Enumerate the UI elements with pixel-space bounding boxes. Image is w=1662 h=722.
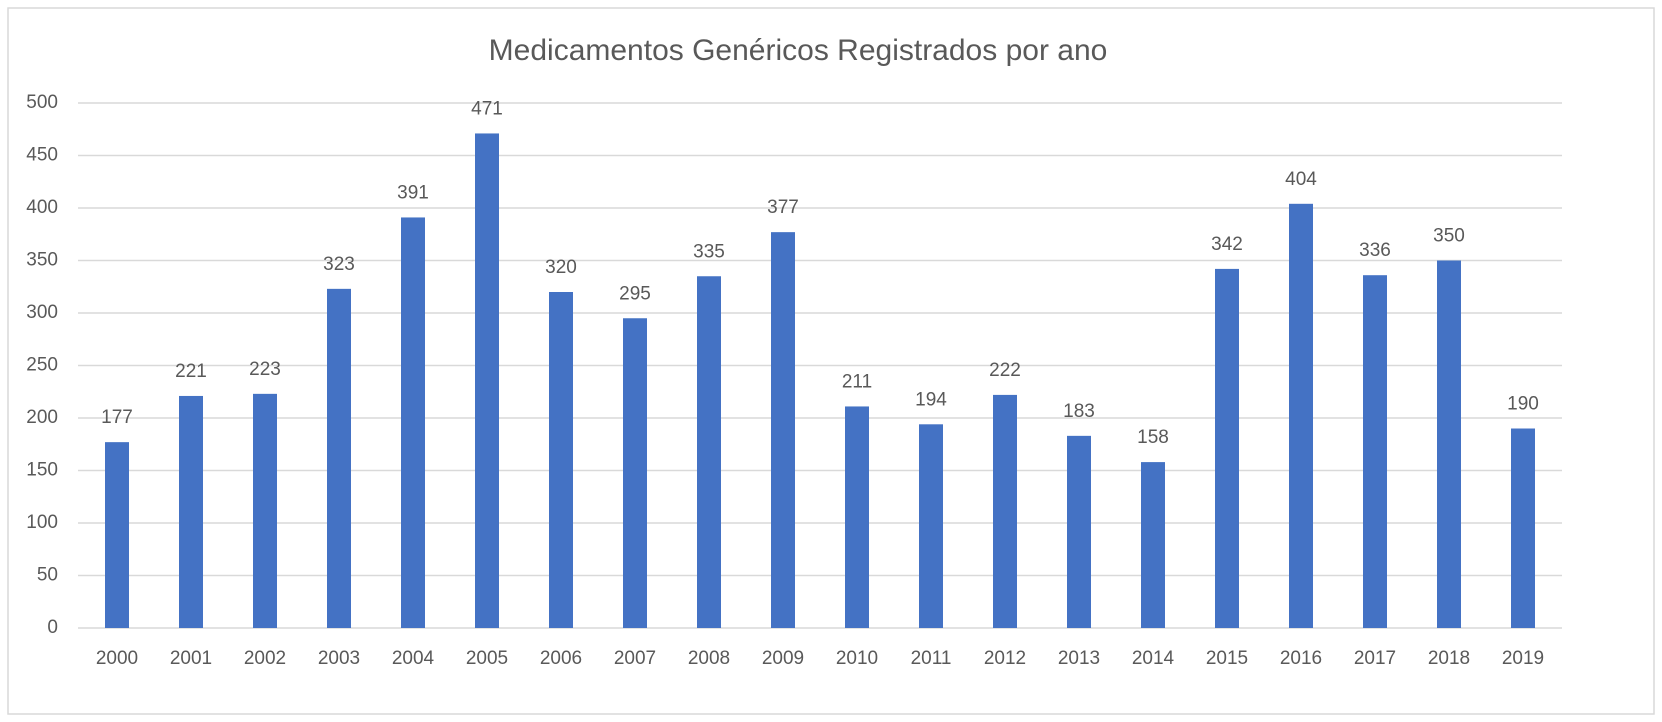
y-tick-label: 50 bbox=[37, 565, 58, 586]
x-tick-label: 2008 bbox=[688, 648, 730, 669]
bar bbox=[1141, 462, 1165, 628]
x-tick-label: 2010 bbox=[836, 648, 878, 669]
bar bbox=[1215, 268, 1239, 628]
y-tick-label: 500 bbox=[26, 92, 58, 113]
bar bbox=[401, 217, 425, 628]
bar bbox=[1363, 275, 1387, 628]
data-label: 177 bbox=[101, 407, 133, 428]
data-label: 211 bbox=[842, 371, 872, 392]
x-tick-label: 2009 bbox=[762, 648, 804, 669]
x-tick-label: 2003 bbox=[318, 648, 360, 669]
y-tick-label: 450 bbox=[26, 145, 58, 166]
x-tick-label: 2016 bbox=[1280, 648, 1322, 669]
bar bbox=[845, 406, 869, 628]
data-label: 471 bbox=[471, 98, 503, 119]
y-tick-label: 250 bbox=[26, 355, 58, 376]
bar bbox=[1067, 435, 1091, 628]
x-tick-label: 2006 bbox=[540, 648, 582, 669]
y-tick-label: 150 bbox=[26, 460, 58, 481]
bar bbox=[993, 394, 1017, 628]
data-label: 183 bbox=[1063, 401, 1095, 422]
data-label: 377 bbox=[767, 197, 799, 218]
bar bbox=[105, 442, 129, 628]
y-tick-label: 300 bbox=[26, 302, 58, 323]
bar bbox=[623, 318, 647, 628]
data-label: 335 bbox=[693, 241, 725, 262]
bar bbox=[327, 288, 351, 628]
x-tick-label: 2005 bbox=[466, 648, 508, 669]
x-tick-label: 2013 bbox=[1058, 648, 1100, 669]
y-tick-label: 200 bbox=[26, 407, 58, 428]
data-label: 222 bbox=[989, 360, 1021, 381]
bar bbox=[549, 292, 573, 628]
bar bbox=[771, 232, 795, 628]
bar bbox=[697, 276, 721, 628]
x-tick-label: 2004 bbox=[392, 648, 435, 669]
data-label: 342 bbox=[1211, 234, 1243, 255]
y-tick-label: 400 bbox=[26, 197, 58, 218]
data-label: 350 bbox=[1433, 226, 1465, 247]
x-tick-label: 2017 bbox=[1354, 648, 1396, 669]
x-tick-label: 2019 bbox=[1502, 648, 1544, 669]
x-tick-label: 2014 bbox=[1132, 648, 1175, 669]
bar bbox=[253, 393, 277, 628]
bar bbox=[1437, 260, 1461, 628]
bar bbox=[475, 133, 499, 628]
x-tick-label: 2002 bbox=[244, 648, 286, 669]
x-tick-label: 2012 bbox=[984, 648, 1026, 669]
x-tick-label: 2011 bbox=[911, 648, 952, 669]
data-label: 221 bbox=[175, 361, 207, 382]
data-label: 404 bbox=[1285, 169, 1317, 190]
data-label: 295 bbox=[619, 283, 651, 304]
data-label: 190 bbox=[1507, 394, 1539, 415]
x-tick-label: 2015 bbox=[1206, 648, 1248, 669]
x-tick-label: 2007 bbox=[614, 648, 656, 669]
bar bbox=[919, 424, 943, 628]
data-label: 223 bbox=[249, 359, 281, 380]
x-tick-label: 2001 bbox=[170, 648, 212, 669]
x-tick-label: 2018 bbox=[1428, 648, 1470, 669]
data-label: 336 bbox=[1359, 240, 1391, 261]
bar bbox=[1289, 203, 1313, 629]
data-label: 323 bbox=[323, 254, 355, 275]
bar bbox=[1511, 428, 1535, 628]
y-tick-label: 350 bbox=[26, 250, 58, 271]
data-label: 194 bbox=[915, 389, 947, 410]
chart-title: Medicamentos Genéricos Registrados por a… bbox=[489, 34, 1108, 67]
x-tick-label: 2000 bbox=[96, 648, 138, 669]
data-label: 158 bbox=[1137, 427, 1169, 448]
y-tick-label: 0 bbox=[47, 617, 58, 638]
y-tick-label: 100 bbox=[26, 512, 58, 533]
bar bbox=[179, 395, 203, 628]
data-label: 320 bbox=[545, 257, 577, 278]
data-label: 391 bbox=[397, 182, 429, 203]
